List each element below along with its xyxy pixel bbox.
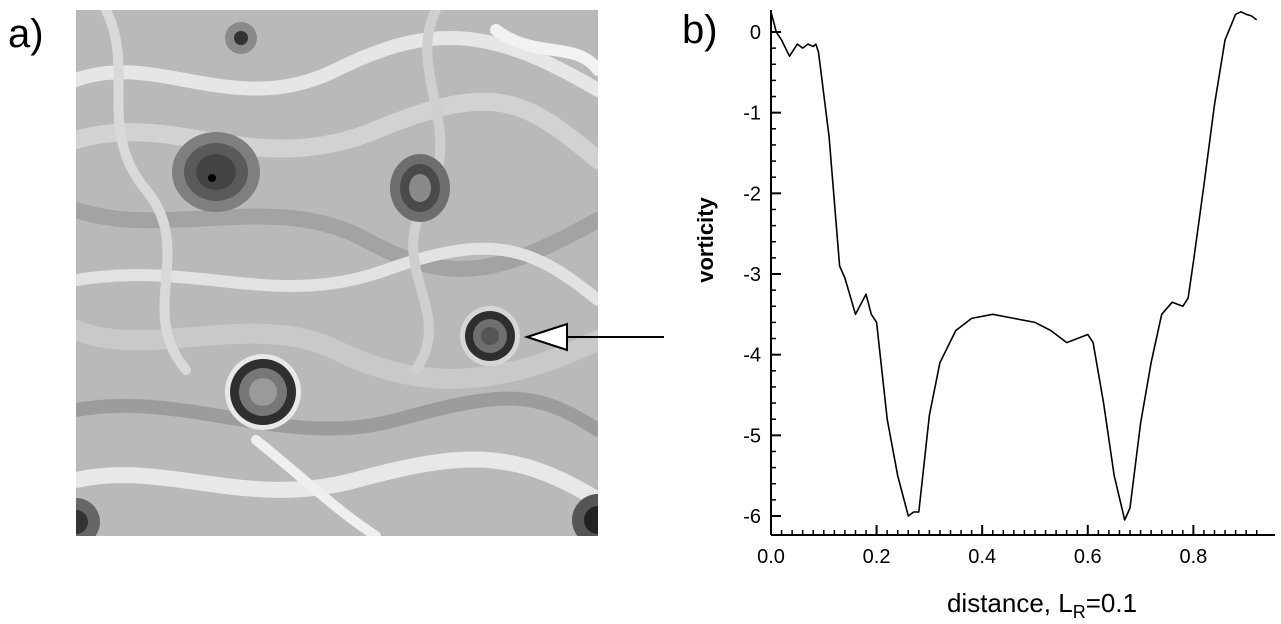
vorticity-series-line xyxy=(770,11,1258,521)
eddy xyxy=(572,494,598,536)
y-tick-label: -5 xyxy=(743,425,761,447)
y-axis-title: vorticity xyxy=(693,196,718,282)
arrow-head xyxy=(523,322,568,352)
y-tick-label: -6 xyxy=(743,506,761,528)
y-tick-label: 0 xyxy=(750,22,761,44)
x-axis-title-main: distance, L xyxy=(947,588,1073,618)
eddy xyxy=(225,354,301,430)
eddies xyxy=(76,22,598,536)
eddy xyxy=(76,498,100,536)
eddy xyxy=(390,154,450,222)
plot-ticks: 0 -1 -2 -3 -4 -5 -6 0.0 0.2 0.4 0.6 0.8 xyxy=(743,22,1258,568)
x-tick-label: 0.4 xyxy=(968,546,996,568)
y-tick-label: -1 xyxy=(743,103,761,125)
y-tick-label: -4 xyxy=(743,345,761,367)
pointer-arrow xyxy=(523,322,664,352)
panel-label-b: b) xyxy=(682,8,718,52)
y-tick-label: -2 xyxy=(743,183,761,205)
x-axis-title-suffix: =0.1 xyxy=(1086,588,1137,618)
x-tick-label: 0.6 xyxy=(1074,546,1102,568)
x-tick-label: 0.8 xyxy=(1179,546,1207,568)
x-axis-title-subscript: R xyxy=(1073,602,1086,622)
y-tick-label: -3 xyxy=(743,264,761,286)
x-tick-label: 0.2 xyxy=(863,546,891,568)
eddy xyxy=(460,306,520,366)
panel-label-a: a) xyxy=(8,12,44,56)
x-tick-label: 0.0 xyxy=(757,546,785,568)
plot-axes xyxy=(770,10,1275,536)
plot-series xyxy=(770,11,1258,521)
field-streaks xyxy=(76,10,598,536)
eddy xyxy=(225,22,257,54)
x-axis-title: distance, LR=0.1 xyxy=(947,588,1137,622)
vorticity-field-image xyxy=(76,10,598,536)
eddy xyxy=(172,132,260,212)
